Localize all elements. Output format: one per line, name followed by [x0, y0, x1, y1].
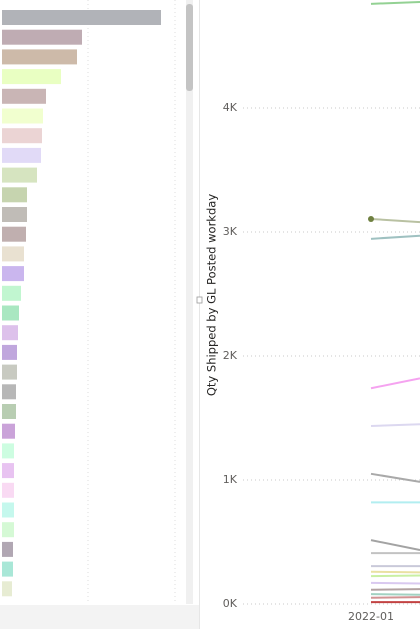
bar	[2, 266, 24, 282]
bar	[2, 246, 24, 262]
series-line	[370, 377, 420, 390]
footer-strip	[0, 605, 199, 629]
y-tick-label: 1K	[223, 473, 238, 486]
point	[368, 215, 374, 222]
series-line	[370, 217, 420, 224]
bar	[2, 128, 42, 144]
bar	[2, 344, 17, 360]
series-line	[370, 588, 420, 591]
bar	[2, 305, 19, 321]
bar-chart	[2, 10, 161, 597]
series-line	[370, 472, 420, 483]
bar	[2, 443, 14, 459]
series-line	[370, 234, 420, 240]
bar	[2, 88, 46, 104]
scrollbar-thumb[interactable]	[186, 4, 193, 91]
y-tick-label: 2K	[223, 349, 238, 362]
series-line	[370, 574, 420, 578]
bar	[2, 463, 14, 479]
bar	[2, 187, 27, 203]
bar	[2, 364, 17, 380]
bar	[2, 423, 15, 439]
bar	[2, 541, 13, 557]
bar	[2, 108, 43, 124]
series-line	[370, 581, 420, 585]
x-tick-label: 2022-01	[348, 610, 394, 623]
bar	[2, 561, 13, 577]
bar	[2, 522, 14, 538]
series-line	[370, 0, 420, 5]
scrollbar-track[interactable]	[186, 0, 193, 604]
bar	[2, 482, 14, 498]
bar	[2, 404, 16, 419]
bar	[2, 69, 61, 85]
series-line	[370, 570, 420, 574]
bar	[2, 147, 41, 163]
series-line	[370, 539, 420, 552]
bar	[2, 581, 12, 597]
series-line	[370, 423, 420, 428]
bar	[2, 502, 14, 518]
y-tick-label: 0K	[223, 597, 238, 610]
series-line	[370, 596, 420, 599]
bar	[2, 207, 27, 222]
bar	[2, 167, 37, 183]
series-line	[370, 593, 420, 596]
y-axis-label: Qty Shipped by GL Posted workday	[205, 194, 219, 396]
bar	[2, 49, 77, 65]
y-tick-label: 4K	[223, 101, 238, 114]
line-chart: Qty Shipped by GL Posted workday 0K 1K 2K 3…	[205, 0, 420, 623]
bar	[2, 285, 21, 301]
bar	[2, 10, 161, 25]
resize-handle[interactable]	[196, 296, 203, 304]
bar	[2, 226, 26, 242]
bar	[2, 325, 18, 341]
bar	[2, 29, 82, 45]
y-tick-label: 3K	[223, 225, 238, 238]
bar	[2, 384, 16, 400]
